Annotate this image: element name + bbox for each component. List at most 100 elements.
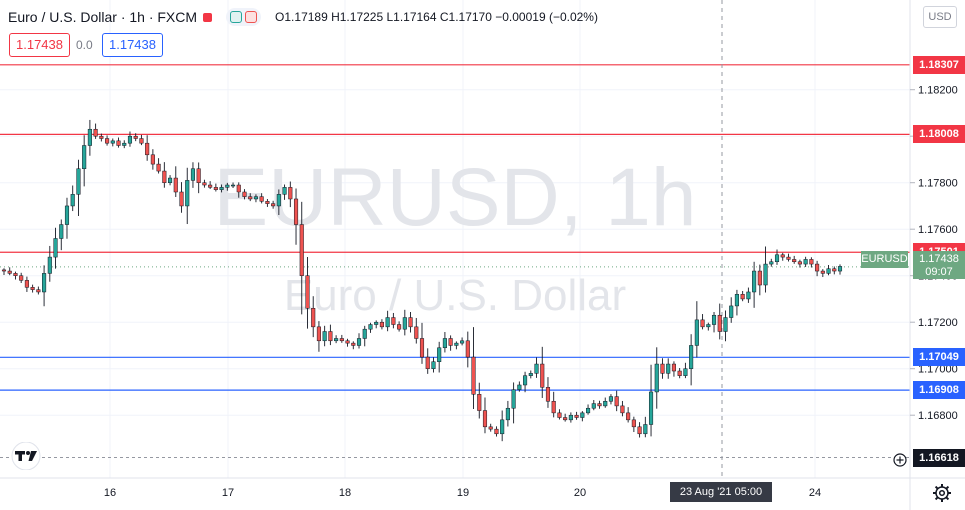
candle-body xyxy=(442,338,447,349)
candle xyxy=(683,362,688,379)
candle xyxy=(717,303,722,340)
candle-body xyxy=(643,424,648,435)
candle-body xyxy=(362,328,367,339)
candle-body xyxy=(30,287,35,290)
candle xyxy=(551,391,556,418)
candle-body xyxy=(505,407,510,421)
candle xyxy=(173,166,178,197)
candle-body xyxy=(156,163,161,172)
candle-body xyxy=(179,191,184,207)
candle xyxy=(127,131,133,147)
candle-body xyxy=(631,419,636,428)
buy-price: 1.17438 xyxy=(109,37,156,52)
candle xyxy=(196,162,201,194)
time-tick-label: 17 xyxy=(222,487,234,499)
candle xyxy=(24,276,29,292)
candle xyxy=(271,200,276,209)
candles xyxy=(1,119,843,442)
candle xyxy=(774,249,780,265)
candle xyxy=(545,377,551,408)
candle-body xyxy=(660,363,665,374)
candle-body xyxy=(637,426,642,435)
candle xyxy=(368,322,373,333)
buy-button[interactable]: 1.17438 xyxy=(102,33,163,57)
time-tick-label: 20 xyxy=(574,487,586,499)
crosshair-time-label: 23 Aug '21 05:00 xyxy=(670,482,772,502)
candle xyxy=(597,400,602,409)
candle xyxy=(809,257,814,268)
horizontal-levels xyxy=(0,64,910,459)
candle xyxy=(150,149,155,170)
candle-body xyxy=(797,261,802,265)
candle-body xyxy=(162,170,167,183)
candle-body xyxy=(752,270,757,293)
candle xyxy=(82,135,87,187)
candle xyxy=(19,272,24,284)
candle-body xyxy=(24,280,29,288)
candle-body xyxy=(414,326,419,339)
candle-body xyxy=(213,187,218,190)
candle-body xyxy=(402,317,407,330)
candle-body xyxy=(185,180,190,207)
candle-body xyxy=(723,317,728,332)
candle xyxy=(36,286,41,295)
gear-icon[interactable] xyxy=(931,482,953,504)
candle xyxy=(345,338,350,347)
tradingview-logo-icon[interactable] xyxy=(8,442,44,470)
candle-body xyxy=(265,201,270,204)
candle xyxy=(608,394,614,405)
candle-body xyxy=(820,270,825,274)
candle-body xyxy=(683,368,688,376)
candle-body xyxy=(757,270,762,286)
candle xyxy=(517,381,522,392)
candle xyxy=(586,404,591,415)
status-dot-icon xyxy=(203,12,213,22)
candle xyxy=(494,426,499,437)
candle xyxy=(379,319,384,330)
candle-body xyxy=(465,340,470,358)
chart-legend: Euro / U.S. Dollar · 1h · FXCM O1.17189 … xyxy=(8,8,598,26)
sell-button[interactable]: 1.17438 xyxy=(9,33,70,57)
candle xyxy=(385,310,390,332)
candle-body xyxy=(311,308,316,328)
candle xyxy=(47,245,52,282)
candle xyxy=(145,135,150,161)
candle-body xyxy=(408,317,413,328)
candle xyxy=(460,337,465,346)
indicator-toggle[interactable] xyxy=(226,8,262,26)
candle-body xyxy=(545,387,551,402)
candle xyxy=(563,413,568,422)
candle-body xyxy=(626,412,631,421)
candle xyxy=(786,253,791,262)
candle-body xyxy=(345,340,350,344)
candle xyxy=(116,137,121,148)
candle xyxy=(105,135,110,146)
candle-body xyxy=(671,363,676,372)
candle-body xyxy=(740,294,745,300)
candle-body xyxy=(139,138,144,144)
symbol-title[interactable]: Euro / U.S. Dollar · 1h · FXCM xyxy=(8,9,198,25)
candle-body xyxy=(397,324,402,330)
candle-body xyxy=(253,196,258,200)
candle-body xyxy=(454,342,459,346)
candle-body xyxy=(379,321,384,328)
candle-body xyxy=(551,401,556,414)
candle xyxy=(185,167,190,225)
candle-body xyxy=(99,135,104,139)
candle xyxy=(729,297,734,323)
price-tick-label: 1.18200 xyxy=(918,85,958,97)
plus-circle-icon[interactable] xyxy=(893,453,907,467)
currency-button[interactable]: USD xyxy=(923,6,957,28)
plot-area[interactable] xyxy=(0,0,910,478)
candle xyxy=(168,175,173,186)
level-label-1-18307: 1.18307 xyxy=(913,55,965,74)
candle xyxy=(711,311,717,333)
time-scale[interactable]: 16 17 18 19 20 24 xyxy=(104,487,821,499)
candle xyxy=(815,260,820,277)
candle xyxy=(265,199,270,207)
candle xyxy=(339,334,344,343)
price-scale[interactable]: 1.182001.180001.178001.176001.174001.172… xyxy=(910,85,958,423)
candle-body xyxy=(826,268,831,274)
candle xyxy=(700,314,705,330)
